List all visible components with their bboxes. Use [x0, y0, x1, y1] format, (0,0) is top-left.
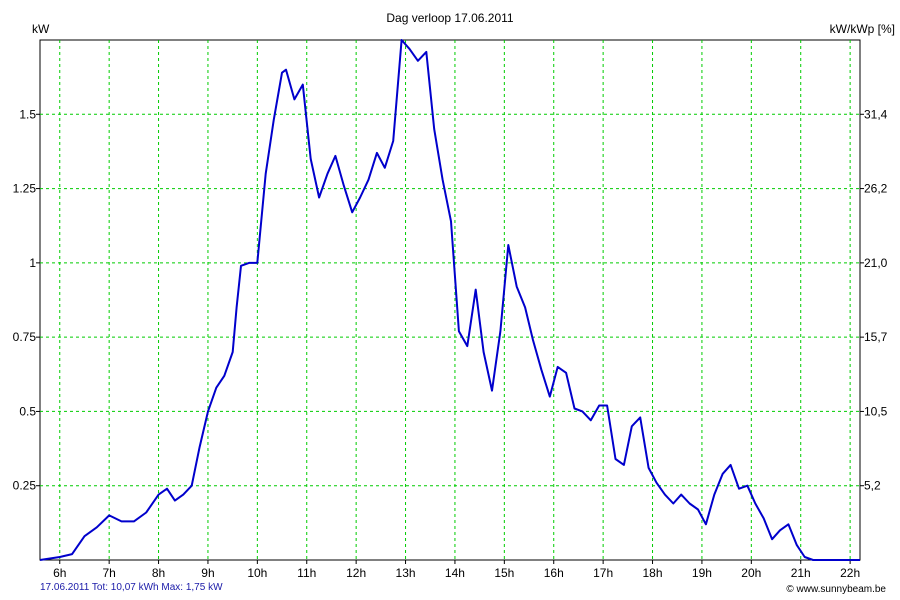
x-tick-label: 13h	[396, 566, 416, 580]
x-tick-label: 11h	[297, 566, 316, 580]
y-axis-right-label: kW/kWp [%]	[830, 22, 895, 36]
y-left-tick-label: 1.25	[13, 182, 37, 196]
y-left-tick-label: 1	[29, 256, 36, 270]
y-right-tick-label: 5,2	[864, 479, 881, 493]
footer-copyright: © www.sunnybeam.be	[786, 584, 886, 595]
y-axis-right-ticks: 5,2 10,5 15,7 21,0 26,2 31,4	[860, 107, 888, 493]
x-tick-label: 21h	[791, 566, 811, 580]
x-tick-label: 22h	[840, 566, 860, 580]
chart-title: Dag verloop 17.06.2011	[386, 11, 514, 25]
x-tick-label: 17h	[593, 566, 613, 580]
x-tick-label: 14h	[445, 566, 465, 580]
x-axis-ticks: 6h 7h 8h 9h 10h 11h 12h 13h 14h 15h 16h 17h 18h 19h 20…	[53, 560, 860, 580]
x-tick-label: 7h	[102, 566, 115, 580]
grid	[40, 40, 860, 560]
y-left-tick-label: 0.25	[13, 479, 37, 493]
y-left-tick-label: 0.5	[19, 404, 36, 418]
x-tick-label: 18h	[643, 566, 663, 580]
x-tick-label: 9h	[201, 566, 214, 580]
y-left-tick-label: 1.5	[19, 107, 36, 121]
x-tick-label: 10h	[247, 566, 267, 580]
y-axis-left-label: kW	[32, 22, 50, 36]
x-tick-label: 20h	[741, 566, 761, 580]
y-right-tick-label: 31,4	[864, 107, 888, 121]
x-tick-label: 12h	[346, 566, 366, 580]
y-axis-left-ticks: 0.25 0.5 0.75 1 1.25 1.5	[13, 107, 40, 493]
x-tick-label: 16h	[544, 566, 564, 580]
y-right-tick-label: 15,7	[864, 330, 888, 344]
x-tick-label: 6h	[53, 566, 66, 580]
x-tick-label: 15h	[494, 566, 514, 580]
y-right-tick-label: 10,5	[864, 404, 888, 418]
y-right-tick-label: 26,2	[864, 182, 888, 196]
series-line	[39, 39, 860, 561]
footer-summary: 17.06.2011 Tot: 10,07 kWh Max: 1,75 kW	[40, 582, 223, 593]
x-tick-label: 19h	[692, 566, 712, 580]
x-tick-label: 8h	[152, 566, 165, 580]
y-left-tick-label: 0.75	[13, 330, 37, 344]
y-right-tick-label: 21,0	[864, 256, 888, 270]
